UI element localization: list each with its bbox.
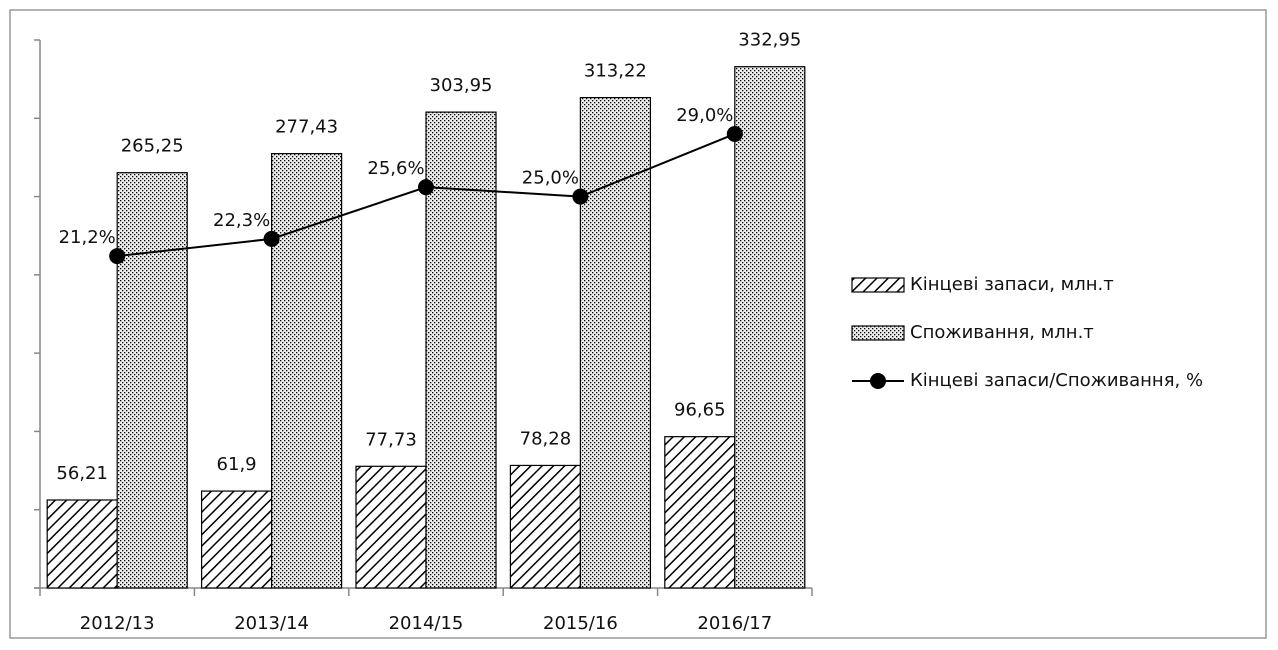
bar: [425, 111, 497, 589]
x-tick-label: 2015/16: [543, 613, 618, 634]
x-tick-label: 2013/14: [234, 613, 309, 634]
bar: [355, 465, 427, 589]
data-label: 265,25: [121, 136, 184, 157]
legend-label: Кінцеві запаси, млн.т: [910, 274, 1114, 295]
data-label: 277,43: [275, 117, 338, 138]
legend-marker: [870, 373, 886, 389]
x-tick-label: 2014/15: [389, 613, 464, 634]
data-label: 303,95: [430, 75, 493, 96]
bar: [734, 66, 806, 589]
line-marker: [418, 179, 434, 196]
line-marker: [726, 125, 743, 142]
line-marker: [263, 230, 280, 247]
bar: [509, 464, 581, 589]
data-label: 332,95: [738, 30, 801, 51]
data-label: 313,22: [584, 61, 647, 82]
bar: [201, 490, 273, 589]
line-marker: [572, 188, 589, 205]
data-label: 56,21: [56, 463, 108, 484]
x-tick-label: 2016/17: [697, 613, 772, 634]
line-marker: [109, 248, 126, 265]
data-label: 25,6%: [367, 158, 424, 179]
x-tick-label: 2012/13: [80, 613, 155, 634]
data-label: 21,2%: [59, 227, 116, 248]
bar: [579, 96, 652, 589]
bar: [271, 153, 343, 589]
bar: [46, 499, 118, 589]
data-label: 78,28: [520, 428, 572, 449]
legend-label: Кінцеві запаси/Споживання, %: [910, 370, 1203, 391]
bar: [116, 172, 188, 589]
legend-swatch: [851, 277, 905, 293]
legend-label: Споживання, млн.т: [910, 322, 1094, 343]
legend-swatch: [851, 325, 905, 341]
data-label: 22,3%: [213, 210, 270, 231]
data-label: 77,73: [365, 429, 417, 450]
data-label: 61,9: [217, 454, 257, 475]
data-label: 29,0%: [676, 105, 733, 126]
data-label: 25,0%: [522, 168, 579, 189]
bar: [664, 436, 736, 589]
data-label: 96,65: [674, 400, 726, 421]
